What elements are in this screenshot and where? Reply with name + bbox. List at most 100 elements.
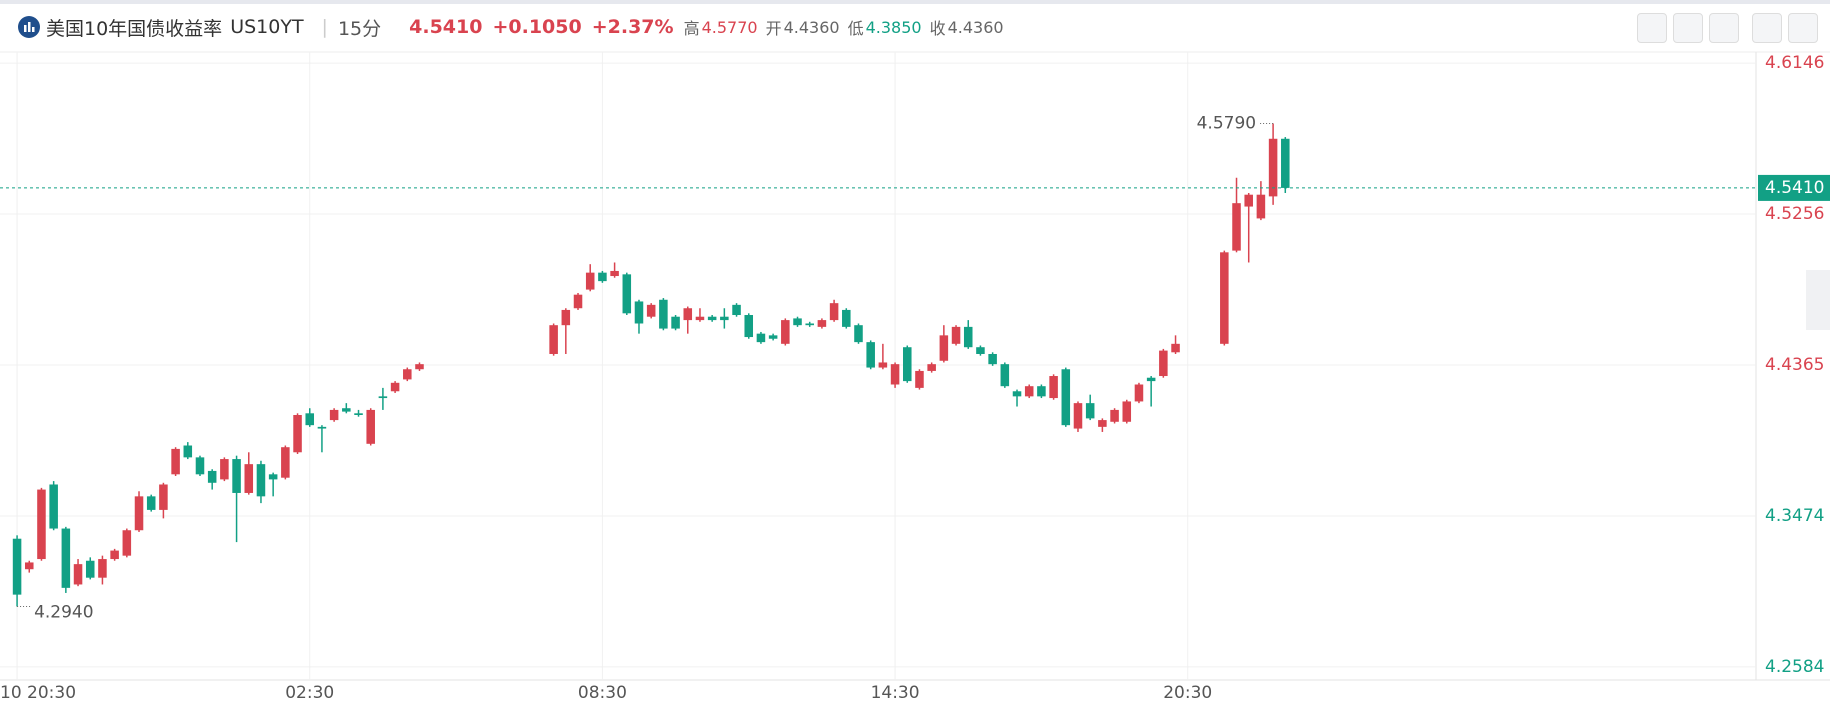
candle-body bbox=[927, 364, 936, 371]
indicator-button[interactable] bbox=[1637, 13, 1667, 43]
candle-body bbox=[1122, 401, 1132, 422]
candle-body bbox=[866, 342, 875, 368]
candle-body bbox=[12, 538, 22, 595]
current-price-label: 4.5410 bbox=[1765, 178, 1824, 198]
candle-body bbox=[61, 528, 71, 588]
candle-body bbox=[805, 323, 814, 326]
candle-body bbox=[85, 560, 95, 578]
candle-body bbox=[1061, 369, 1071, 426]
close-label: 收 bbox=[929, 19, 946, 38]
candle-body bbox=[610, 270, 619, 277]
candle-body bbox=[976, 347, 985, 354]
candle-body bbox=[244, 464, 254, 493]
x-tick-label: 08:30 bbox=[578, 683, 627, 703]
candle-body bbox=[134, 496, 144, 531]
candle-body bbox=[329, 409, 339, 421]
expand-button[interactable] bbox=[1752, 13, 1782, 43]
candle-body bbox=[781, 320, 790, 344]
candle-body bbox=[1085, 403, 1095, 419]
candle-body bbox=[585, 272, 595, 290]
side-tab[interactable] bbox=[1806, 270, 1830, 330]
x-tick-label: 14:30 bbox=[871, 683, 920, 703]
candle-body bbox=[378, 396, 388, 399]
candle-body bbox=[1281, 138, 1290, 188]
candle-body bbox=[793, 318, 802, 326]
candle-body bbox=[390, 382, 400, 392]
open: 4.4360 bbox=[783, 17, 840, 37]
high-label: 高 bbox=[683, 19, 700, 38]
candle-body bbox=[573, 294, 583, 309]
candle-body bbox=[24, 562, 34, 570]
type-button[interactable] bbox=[1709, 13, 1739, 43]
close-button[interactable] bbox=[1788, 13, 1818, 43]
y-tick-label: 4.3474 bbox=[1765, 506, 1824, 526]
candle-body bbox=[232, 459, 241, 493]
symbol[interactable]: US10YT bbox=[230, 16, 304, 38]
candle-body bbox=[1049, 376, 1058, 399]
change: +0.1050 bbox=[492, 16, 582, 38]
change-pct: +2.37% bbox=[591, 16, 674, 38]
candle-body bbox=[183, 445, 193, 458]
candle-body bbox=[939, 335, 949, 361]
candle-body bbox=[768, 335, 778, 339]
candle-body bbox=[1244, 194, 1253, 207]
separator: | bbox=[321, 16, 328, 38]
logo bbox=[18, 16, 40, 38]
candle-body bbox=[1110, 409, 1119, 422]
candle-body bbox=[1171, 343, 1180, 353]
candle-body bbox=[354, 413, 363, 416]
candle-body bbox=[1232, 203, 1241, 251]
interval[interactable]: 15分 bbox=[337, 17, 382, 40]
candle-body bbox=[902, 347, 912, 382]
candle-body bbox=[37, 489, 46, 560]
candle-body bbox=[98, 559, 107, 578]
price: 4.5410 bbox=[409, 16, 483, 38]
candle-body bbox=[634, 301, 644, 324]
candle-body bbox=[1134, 384, 1144, 402]
candle-body bbox=[915, 370, 924, 388]
candle-body bbox=[146, 496, 156, 510]
candle-body bbox=[683, 308, 693, 321]
candle-body bbox=[366, 409, 375, 444]
candle-body bbox=[403, 369, 412, 380]
candle-body bbox=[110, 550, 119, 560]
annotation: 4.2940 bbox=[34, 603, 93, 623]
candle-body bbox=[1146, 377, 1156, 382]
candle-body bbox=[1159, 350, 1168, 377]
draw-button[interactable] bbox=[1673, 13, 1703, 43]
x-tick-label: 10 20:30 bbox=[0, 683, 76, 703]
candle-body bbox=[988, 353, 997, 365]
candle-body bbox=[561, 309, 571, 326]
candle-body bbox=[281, 447, 290, 478]
candle-body bbox=[195, 457, 205, 475]
y-tick-label: 4.4365 bbox=[1765, 355, 1824, 375]
candle-body bbox=[890, 364, 900, 385]
candle-body bbox=[1012, 391, 1022, 397]
candle-body bbox=[159, 484, 168, 510]
candle-body bbox=[756, 333, 766, 343]
candle-body bbox=[671, 316, 680, 329]
close: 4.4360 bbox=[947, 17, 1004, 37]
candle-body bbox=[415, 364, 424, 370]
candle-body bbox=[695, 316, 705, 321]
header: 美国10年国债收益率 US10YT | 15分 4.5410 +0.1050 +… bbox=[0, 0, 1830, 50]
candle-body bbox=[1024, 386, 1034, 397]
candle-body bbox=[951, 326, 961, 344]
candle-body bbox=[963, 326, 973, 348]
title: 美国10年国债收益率 bbox=[46, 17, 223, 40]
low: 4.3850 bbox=[865, 17, 922, 37]
current-price-tag bbox=[1758, 174, 1830, 201]
candle-body bbox=[220, 459, 229, 480]
x-tick-label: 20:30 bbox=[1163, 683, 1212, 703]
candle-body bbox=[744, 315, 754, 338]
candle-body bbox=[1037, 386, 1046, 397]
candle-body bbox=[1220, 252, 1229, 344]
open-label: 开 bbox=[765, 19, 782, 38]
candle-body bbox=[1073, 403, 1083, 429]
candle-body bbox=[732, 304, 741, 316]
candle-body bbox=[1098, 420, 1107, 427]
candle-body bbox=[646, 304, 656, 317]
candle-body bbox=[829, 303, 839, 321]
